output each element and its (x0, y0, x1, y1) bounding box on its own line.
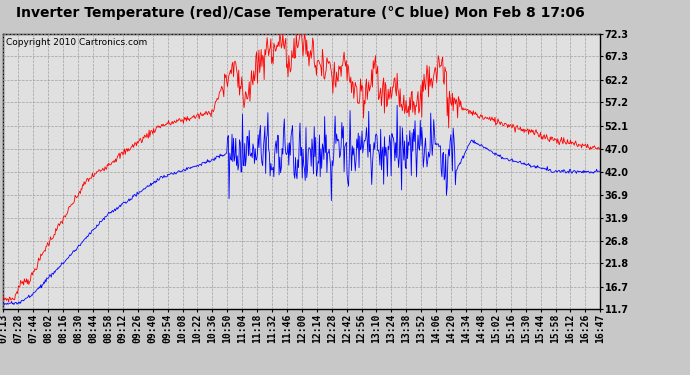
Text: Copyright 2010 Cartronics.com: Copyright 2010 Cartronics.com (6, 38, 147, 47)
Text: Inverter Temperature (red)/Case Temperature (°C blue) Mon Feb 8 17:06: Inverter Temperature (red)/Case Temperat… (16, 6, 584, 20)
